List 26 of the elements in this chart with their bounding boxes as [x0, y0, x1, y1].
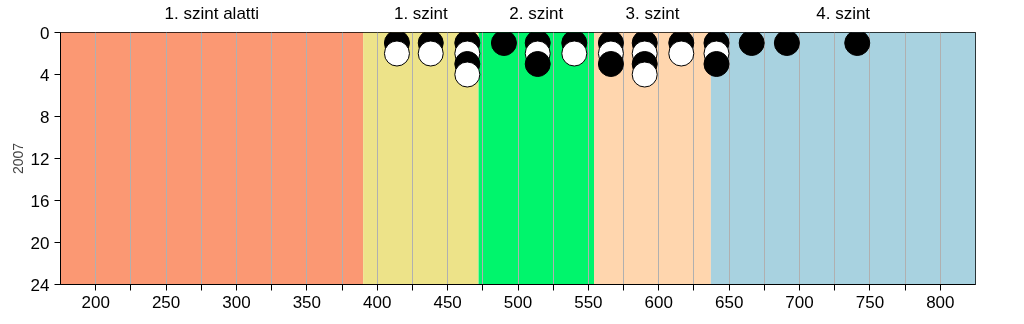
band-label: 2. szint [509, 3, 564, 23]
x-tick-label: 650 [714, 292, 744, 312]
y-tick-label: 12 [30, 149, 50, 169]
x-tick-label: 250 [151, 292, 181, 312]
y-tick-label: 20 [30, 233, 50, 253]
x-tick-label: 400 [363, 292, 392, 312]
x-tick-label: 700 [785, 292, 814, 312]
x-tick-label: 600 [644, 292, 673, 312]
y-tick-label: 4 [40, 65, 50, 85]
y-tick-label: 24 [30, 275, 50, 295]
band-label: 3. szint [625, 3, 680, 23]
x-tick-label: 500 [503, 292, 533, 312]
y-tick-label: 8 [40, 107, 50, 127]
band-label: 4. szint [816, 3, 871, 23]
x-tick-label: 800 [926, 292, 955, 312]
band-label: 1. szint [393, 3, 449, 23]
band-label: 1. szint alatti [164, 3, 260, 23]
x-tick-label: 750 [855, 292, 885, 312]
y-axis-title: 2007 [9, 142, 26, 175]
x-tick-label: 200 [81, 292, 110, 312]
x-tick-label: 300 [222, 292, 251, 312]
x-tick-label: 350 [292, 292, 322, 312]
x-tick-label: 450 [433, 292, 462, 312]
y-tick-label: 16 [30, 191, 50, 211]
x-tick-label: 550 [574, 292, 603, 312]
y-tick-label: 0 [40, 23, 50, 43]
